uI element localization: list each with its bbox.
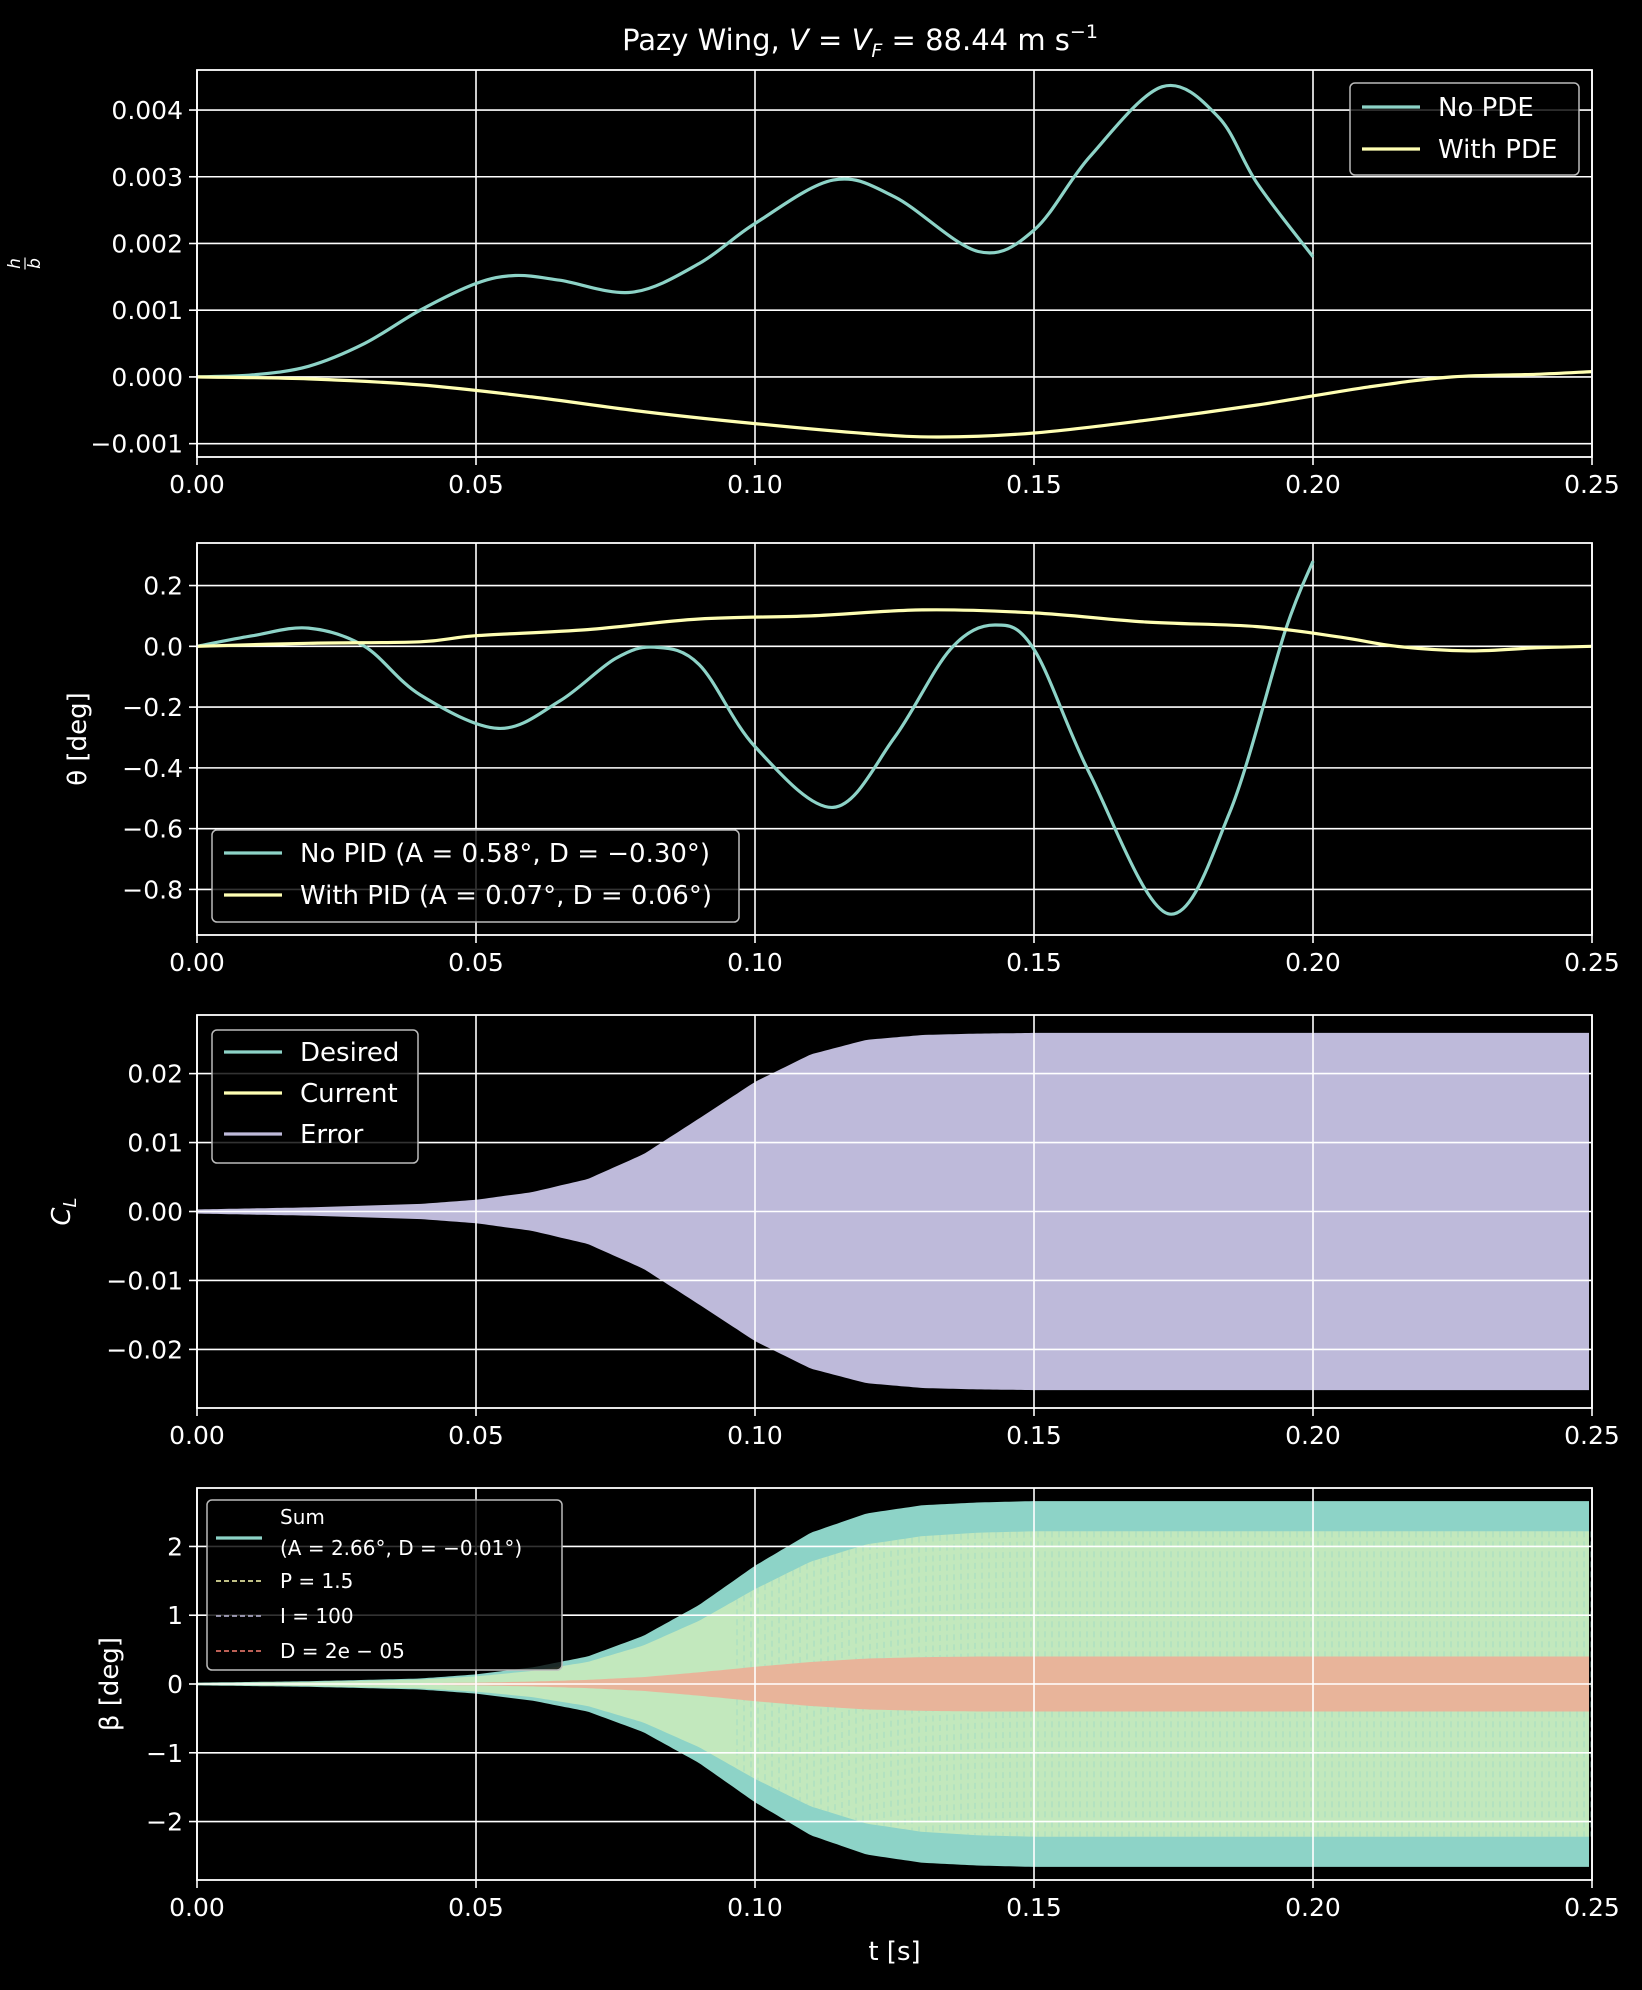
legend-entry: With PID (A = 0.07°, D = 0.06°): [300, 881, 712, 911]
legend-entry-note: (A = 2.66°, D = −0.01°): [280, 1536, 522, 1560]
legend-entry: P = 1.5: [280, 1569, 353, 1593]
y-tick-label: 0.003: [111, 163, 183, 192]
y-tick-label: 0.01: [127, 1129, 183, 1158]
x-tick-label: 0.00: [169, 1421, 225, 1450]
series-line-1: [197, 560, 1315, 916]
y-label-num: h: [5, 258, 25, 269]
y-tick-label: −0.6: [122, 815, 183, 844]
y-tick-label: −0.2: [122, 693, 183, 722]
subplots: 0.00 0.05 0.10 0.15 0.20 0.25−0.0010.0000.001…: [5, 69, 1620, 1967]
x-tick-label: 0.05: [448, 470, 504, 499]
y-tick-label: 0.004: [111, 96, 183, 125]
series-group: [197, 83, 1592, 439]
legend-frame: [211, 1029, 419, 1164]
legend-frame: [206, 1499, 563, 1671]
y-axis-label: β [deg]: [95, 1637, 125, 1731]
x-tick-label: 0.25: [1564, 948, 1620, 977]
x-tick-label: 0.00: [169, 1893, 225, 1922]
x-tick-label: 0.00: [169, 470, 225, 499]
x-tick-label: 0.00: [169, 948, 225, 977]
x-tick-label: 0.05: [448, 1893, 504, 1922]
legend-entry: With PDE: [1438, 135, 1557, 165]
legend-entry: Current: [300, 1079, 398, 1109]
y-tick-label: 0.001: [111, 296, 183, 325]
y-tick-label: −0.02: [106, 1335, 183, 1364]
legend-entry: No PID (A = 0.58°, D = −0.30°): [300, 839, 710, 869]
y-tick-label: 0.0: [143, 632, 183, 661]
y-axis-label: θ [deg]: [63, 692, 93, 785]
x-tick-label: 0.10: [727, 1893, 783, 1922]
grid: [196, 70, 1593, 457]
x-tick-label: 0.20: [1285, 470, 1341, 499]
legend-frame: [211, 829, 740, 923]
x-tick-label: 0.25: [1564, 470, 1620, 499]
x-tick-label: 0.20: [1285, 1421, 1341, 1450]
x-axis-label: t [s]: [868, 1937, 920, 1967]
x-tick-label: 0.15: [1006, 470, 1062, 499]
y-tick-label: −0.8: [122, 875, 183, 904]
y-tick-label: 0.002: [111, 229, 183, 258]
x-tick-label: 0.20: [1285, 1893, 1341, 1922]
x-tick-label: 0.10: [727, 1421, 783, 1450]
figure-title: Pazy Wing, V = VF = 88.44 m s−1: [622, 21, 1098, 62]
x-tick-label: 0.25: [1564, 1421, 1620, 1450]
y-tick-label: −1: [146, 1739, 183, 1768]
series-line-2: [197, 608, 1592, 653]
x-tick-label: 0.20: [1285, 948, 1341, 977]
x-tick-label: 0.15: [1006, 948, 1062, 977]
y-tick-label: −0.01: [106, 1266, 183, 1295]
subplot-4: 0.00 0.05 0.10 0.15 0.20 0.25 −2 −1 0 1 2 β [deg] t …: [95, 1487, 1620, 1967]
y-tick-label: 0.2: [143, 572, 183, 601]
axes-frame: [196, 69, 1593, 458]
series-line-1: [197, 83, 1315, 379]
legend-entry: Error: [300, 1120, 364, 1150]
y-label-den: b: [25, 258, 45, 269]
series-group: [197, 560, 1592, 916]
y-tick-label: 0: [167, 1670, 183, 1699]
legend-entry: Desired: [300, 1038, 399, 1068]
y-tick-label: 0.00: [127, 1198, 183, 1227]
legend: No PDE With PDE: [1349, 82, 1580, 176]
y-tick-label: 1: [167, 1601, 183, 1630]
subplot-1: 0.00 0.05 0.10 0.15 0.20 0.25 −0.001 0.000 0.001…: [5, 69, 1620, 499]
x-tick-label: 0.15: [1006, 1421, 1062, 1450]
y-axis-label: CL: [47, 1197, 81, 1225]
legend-entry: No PDE: [1438, 93, 1534, 123]
series-line-2: [197, 370, 1592, 439]
x-tick-label: 0.10: [727, 470, 783, 499]
subplot-2: 0.00 0.05 0.10 0.15 0.20 0.25 −0.8 −0.6 −0.4 −0.2…: [63, 542, 1620, 977]
legend: Desired Current Error: [211, 1029, 419, 1164]
legend-entry: D = 2e − 05: [280, 1639, 405, 1663]
x-tick-label: 0.15: [1006, 1893, 1062, 1922]
legend-entry: Sum: [280, 1505, 325, 1529]
y-tick-label: 0.000: [111, 363, 183, 392]
x-tick-label: 0.05: [448, 1421, 504, 1450]
legend: No PID (A = 0.58°, D = −0.30°) With PID (…: [211, 829, 740, 923]
axes-frame: [196, 542, 1593, 936]
legend: Sum (A = 2.66°, D = −0.01°) P = 1.5 I = 100…: [206, 1499, 563, 1671]
x-tick-label: 0.05: [448, 948, 504, 977]
subplot-3: 0.00 0.05 0.10 0.15 0.20 0.25 −0.02 −0.01 0.00 0.…: [47, 1014, 1620, 1450]
y-tick-label: −0.001: [90, 430, 183, 459]
y-tick-label: −0.4: [122, 754, 183, 783]
x-tick-label: 0.10: [727, 948, 783, 977]
y-tick-label: 0.02: [127, 1060, 183, 1089]
y-tick-label: −2: [146, 1808, 183, 1837]
legend-entry: I = 100: [280, 1604, 354, 1628]
y-tick-label: 2: [167, 1532, 183, 1561]
x-tick-label: 0.25: [1564, 1893, 1620, 1922]
